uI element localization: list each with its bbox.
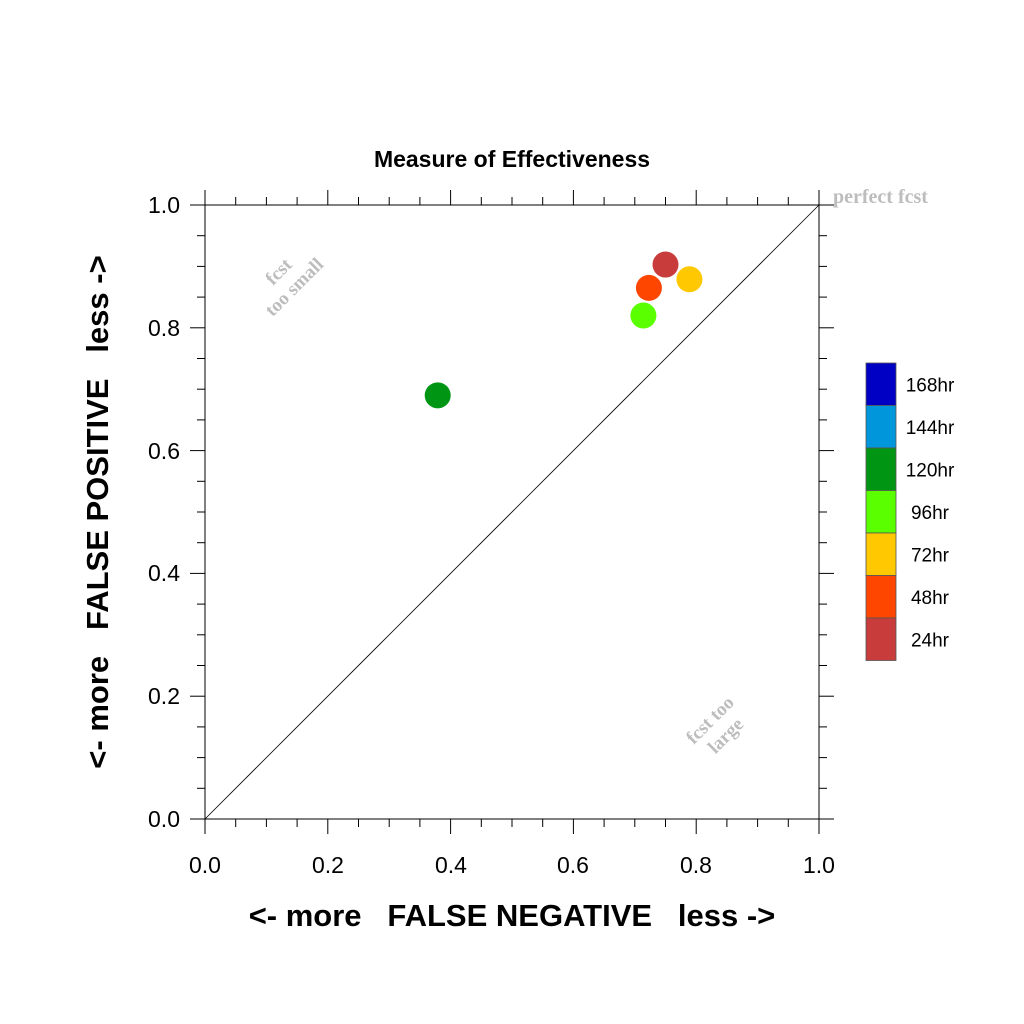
legend-swatch-168hr [865,362,897,406]
legend-swatch-96hr [865,490,897,534]
legend-label-168hr: 168hr [906,375,955,396]
legend-label-120hr: 120hr [906,460,955,481]
x-axis-label: <- more FALSE NEGATIVE less -> [249,898,776,933]
axis-ticks [190,190,834,834]
x-tick-label: 0.8 [680,852,712,878]
perfect-forecast-annotation: perfect fcst [833,186,928,208]
x-tick-label: 0.0 [189,852,221,878]
legend-swatch-24hr [865,617,897,661]
y-tick-label: 0.2 [148,683,180,709]
legend-label-72hr: 72hr [911,545,950,566]
data-point-120hr [424,382,451,409]
y-tick-label: 0.8 [148,315,180,341]
legend: 168hr 144hr 120hr 96hr 72hr 48hr 24hr [865,362,955,661]
y-tick-label: 1.0 [148,192,180,218]
legend-swatch-72hr [865,532,897,576]
legend-label-48hr: 48hr [911,588,950,609]
x-tick-label: 1.0 [803,852,835,878]
legend-label-144hr: 144hr [906,418,955,439]
y-tick-label: 0.0 [148,806,180,832]
legend-swatch-120hr [865,447,897,491]
data-point-96hr [630,302,657,329]
legend-swatch-48hr [865,575,897,619]
diagonal-reference-line [204,204,820,820]
chart-title: Measure of Effectiveness [374,146,650,172]
data-point-72hr [676,266,703,293]
x-tick-label: 0.4 [435,852,467,878]
y-tick-labels: 0.0 0.2 0.4 0.6 0.8 1.0 [148,192,180,832]
x-tick-label: 0.6 [557,852,589,878]
data-point-48hr [635,274,662,301]
y-axis-label: <- more FALSE POSITIVE less -> [80,255,115,768]
legend-label-24hr: 24hr [911,630,950,651]
too-large-annotation: fcst too large [682,692,748,758]
y-tick-label: 0.4 [148,560,180,586]
x-tick-label: 0.2 [312,852,344,878]
legend-label-96hr: 96hr [911,503,950,524]
x-tick-labels: 0.0 0.2 0.4 0.6 0.8 1.0 [189,852,835,878]
y-tick-label: 0.6 [148,438,180,464]
too-small-annotation: fcst too small [261,254,328,321]
data-point-24hr [652,251,679,278]
legend-swatch-144hr [865,405,897,449]
data-points [424,251,703,409]
